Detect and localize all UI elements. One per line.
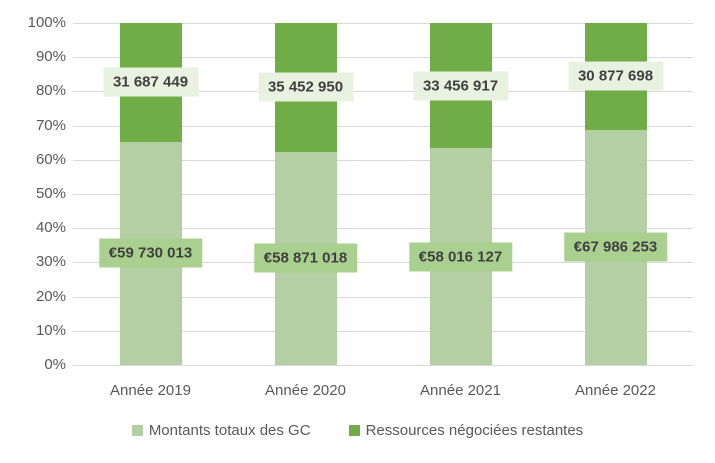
- gridline: [73, 330, 693, 332]
- category-label: Année 2022: [575, 382, 656, 399]
- data-label-ressources[interactable]: 33 456 917: [412, 71, 509, 101]
- category-label: Année 2020: [265, 382, 346, 399]
- legend-swatch-montants-icon: [131, 425, 143, 436]
- gridline: [73, 159, 693, 161]
- legend-swatch-ressources-icon: [348, 425, 360, 436]
- gridline: [73, 296, 693, 298]
- y-axis-tick-label: 50%: [35, 185, 66, 202]
- data-label-ressources[interactable]: 35 452 950: [257, 72, 354, 102]
- data-label-montants[interactable]: €67 986 253: [563, 232, 668, 262]
- y-axis-tick-label: 0%: [44, 356, 66, 373]
- gridline: [73, 262, 693, 264]
- legend-item-ressources[interactable]: Ressources négociées restantes: [348, 422, 584, 439]
- data-label-montants[interactable]: €59 730 013: [98, 238, 203, 268]
- y-axis-tick-label: 70%: [35, 116, 66, 134]
- y-axis-tick-label: 10%: [35, 321, 66, 339]
- y-axis-tick-label: 40%: [35, 219, 66, 237]
- legend-label-montants: Montants totaux des GC: [148, 422, 311, 439]
- legend: Montants totaux des GC Ressources négoci…: [0, 422, 715, 439]
- gridline: [73, 194, 693, 195]
- y-axis-tick-label: 80%: [35, 82, 66, 100]
- data-label-ressources[interactable]: 31 687 449: [102, 67, 199, 97]
- gridline: [73, 125, 693, 127]
- y-axis-tick-label: 20%: [35, 287, 66, 305]
- gridline: [73, 23, 693, 24]
- y-axis-tick-label: 100%: [27, 14, 66, 31]
- legend-item-montants[interactable]: Montants totaux des GC: [131, 422, 311, 439]
- data-label-montants[interactable]: €58 871 018: [253, 243, 358, 273]
- gridline: [73, 91, 693, 93]
- y-axis-tick-label: 60%: [35, 150, 66, 168]
- gridline: [73, 228, 693, 230]
- data-label-montants[interactable]: €58 016 127: [408, 242, 513, 272]
- gridline: [73, 365, 693, 366]
- category-label: Année 2021: [420, 382, 501, 399]
- y-axis-tick-label: 30%: [35, 253, 66, 271]
- gridline: [73, 57, 693, 59]
- y-axis-tick-label: 90%: [35, 48, 66, 66]
- legend-label-ressources: Ressources négociées restantes: [365, 422, 584, 439]
- category-label: Année 2019: [110, 382, 191, 399]
- data-label-ressources[interactable]: 30 877 698: [567, 61, 664, 91]
